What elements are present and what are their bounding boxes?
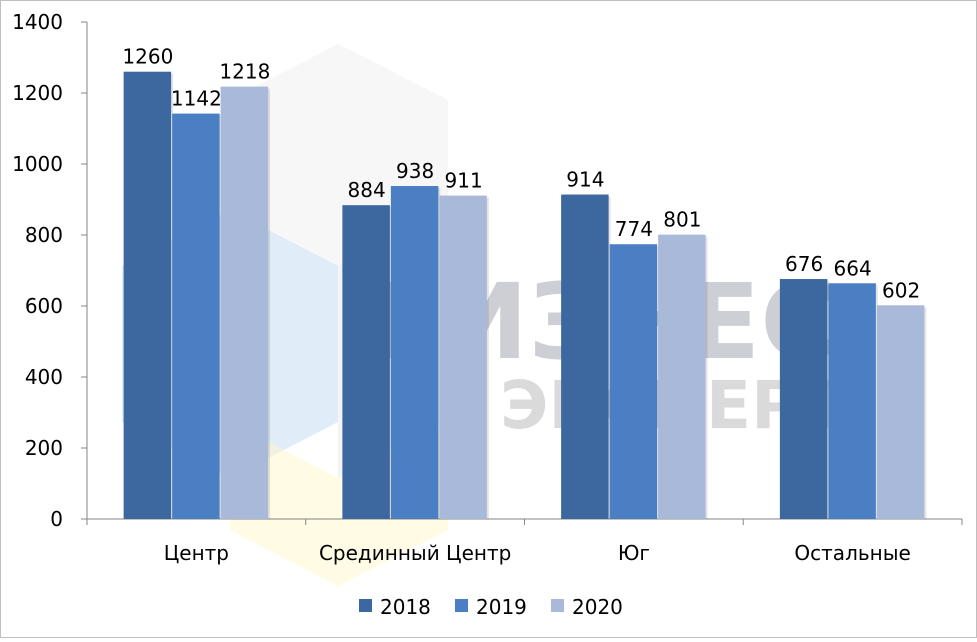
data-label: 938 (396, 159, 434, 183)
data-label: 676 (785, 252, 823, 276)
bar-2018 (342, 205, 390, 519)
bar-2018 (779, 279, 828, 519)
bar-2019 (390, 186, 439, 519)
data-label: 1218 (219, 60, 270, 84)
bar-2019 (609, 244, 658, 520)
y-tick-label: 1400 (12, 10, 63, 34)
data-label: 664 (834, 256, 872, 280)
bar-2020 (658, 234, 706, 519)
legend-label: 2018 (380, 595, 431, 619)
bars-group (123, 71, 927, 520)
data-label: 1142 (171, 87, 222, 111)
legend-label: 2019 (476, 595, 527, 619)
bar-2018 (123, 71, 172, 519)
bar-2020 (439, 195, 487, 519)
x-category-label: Юг (618, 541, 650, 565)
legend: 2018 2019 2020 (359, 595, 623, 619)
x-category-label: Центр (164, 541, 229, 565)
bar-2020 (220, 86, 269, 520)
data-label: 602 (882, 278, 920, 302)
y-tick-label: 1000 (12, 152, 63, 176)
y-tick-label: 0 (50, 507, 63, 531)
data-label: 914 (566, 168, 604, 192)
y-tick-label: 200 (25, 436, 63, 460)
x-category-label: Остальные (794, 541, 910, 565)
legend-swatch (359, 599, 372, 612)
x-category-label: Срединный Центр (319, 541, 511, 565)
data-label: 884 (348, 178, 386, 202)
data-label: 801 (663, 208, 701, 232)
bar-2019 (172, 113, 220, 519)
y-tick-label: 800 (25, 223, 63, 247)
data-label: 911 (445, 169, 483, 193)
bar-2020 (876, 305, 925, 519)
y-tick-label: 1200 (12, 81, 63, 105)
y-tick-label: 400 (25, 365, 63, 389)
data-labels-group: 1260 1142 1218 884 938 911 914 774 801 676 664 602 (122, 45, 920, 303)
legend-swatch (551, 599, 564, 612)
legend-label: 2020 (572, 595, 623, 619)
data-label: 1260 (122, 45, 173, 69)
y-axis: 0 200 400 600 800 1000 1200 1400 (12, 10, 88, 531)
data-label: 774 (615, 217, 653, 241)
y-tick-label: 600 (25, 294, 63, 318)
bar-2019 (828, 283, 876, 519)
bar-2018 (561, 194, 609, 519)
legend-swatch (455, 599, 468, 612)
